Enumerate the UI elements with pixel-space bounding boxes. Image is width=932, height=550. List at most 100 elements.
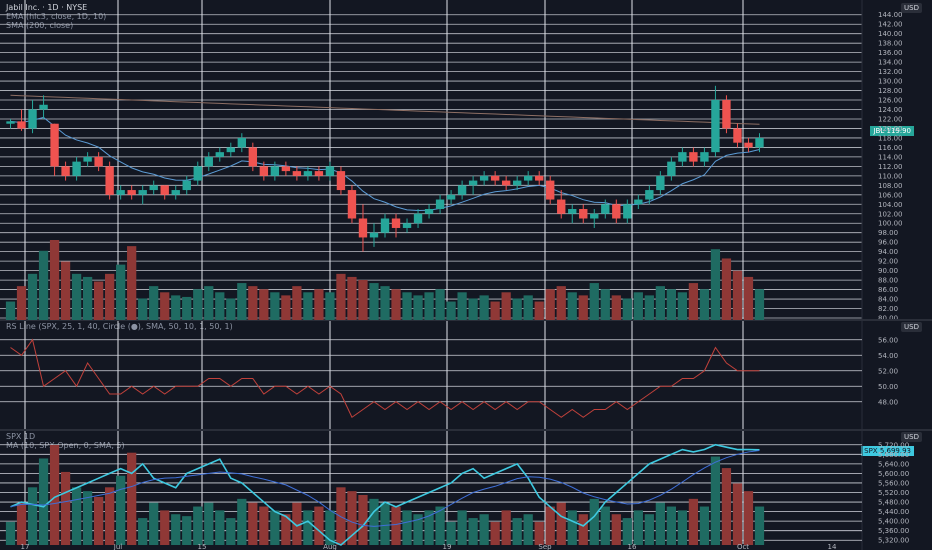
candle-body <box>171 190 180 195</box>
spx-volume-bar <box>182 516 192 545</box>
spx-tick-label: 5,400.00 <box>878 518 909 526</box>
currency-label-spx[interactable]: USD <box>901 432 922 442</box>
price-tick-label: 138.00 <box>878 40 903 48</box>
candle-body <box>347 190 357 219</box>
spx-volume-bar <box>226 518 236 545</box>
spx-volume-bar <box>501 510 511 545</box>
volume-bar <box>578 295 588 320</box>
volume-bar <box>60 261 71 320</box>
volume-bar <box>160 292 170 320</box>
currency-label-rs[interactable]: USD <box>901 322 922 332</box>
sma-200-line <box>10 94 760 125</box>
volume-bar <box>633 292 643 320</box>
candle-body <box>413 213 423 224</box>
candle-body <box>94 156 103 167</box>
volume-bar <box>259 289 269 320</box>
volume-bar <box>71 273 82 320</box>
price-tick-label: 132.00 <box>878 68 903 76</box>
candle-body <box>424 209 434 214</box>
price-tick-label: 100.00 <box>878 220 903 228</box>
spx-legend-title: SPX 1D <box>6 432 36 441</box>
spx-volume-bar <box>71 487 82 545</box>
spx-volume-bar <box>545 506 555 545</box>
price-tick-label: 94.00 <box>878 248 898 256</box>
spx-volume-bar <box>644 514 654 545</box>
currency-label-main[interactable]: USD <box>901 3 922 13</box>
spx-line <box>10 443 760 546</box>
spx-tick-label: 5,480.00 <box>878 499 909 507</box>
spx-volume-bar <box>281 514 291 545</box>
price-tick-label: 88.00 <box>878 277 898 285</box>
candle-body <box>623 204 632 219</box>
spx-volume-bar <box>424 510 434 545</box>
price-tick-label: 96.00 <box>878 239 898 247</box>
spx-volume-bar <box>336 487 346 545</box>
candle-body <box>215 152 224 157</box>
candle-body <box>446 194 456 200</box>
candle-body <box>733 128 742 143</box>
volume-bar <box>721 258 732 320</box>
volume-bar <box>534 301 544 320</box>
volume-bar <box>402 292 412 320</box>
spx-volume-bar <box>49 445 60 545</box>
candle-body <box>380 218 390 233</box>
candle-body <box>61 166 70 176</box>
candle-body <box>479 175 489 181</box>
spx-volume-bar <box>457 510 467 545</box>
spx-volume-bar <box>60 471 71 545</box>
candle-body <box>28 109 37 129</box>
volume-bar <box>5 301 16 320</box>
spx-volume-bar <box>534 521 544 545</box>
candle-body <box>755 137 764 148</box>
price-tick-label: 120.00 <box>878 125 903 133</box>
candle-body <box>270 166 280 176</box>
volume-bar <box>204 286 214 320</box>
rs-legend: RS Line (SPX, 25, 1, 40, Circle (●), SMA… <box>6 322 233 331</box>
candle-body <box>105 166 114 195</box>
candle-body <box>204 156 213 167</box>
price-tick-label: 130.00 <box>878 78 903 86</box>
volume-bar <box>347 276 357 320</box>
spx-volume-bar <box>149 502 159 545</box>
price-tick-label: 118.00 <box>878 134 903 142</box>
volume-bar <box>754 289 765 320</box>
volume-bar <box>49 240 60 320</box>
volume-bar <box>27 273 38 320</box>
volume-bar <box>138 298 148 320</box>
candle-body <box>292 171 302 176</box>
spx-volume-bar <box>446 521 456 545</box>
price-tick-label: 134.00 <box>878 59 903 67</box>
spx-volume-bar <box>622 518 632 545</box>
rs-tick-label: 48.00 <box>878 398 898 406</box>
spx-volume-bar <box>611 514 621 545</box>
candle-body <box>579 209 588 219</box>
candle-body <box>722 100 731 129</box>
volume-bar <box>248 286 258 320</box>
price-tick-label: 124.00 <box>878 106 903 114</box>
price-tick-label: 80.00 <box>878 315 898 323</box>
time-tick-label: 15 <box>198 543 207 550</box>
candle-body <box>468 180 478 186</box>
price-tick-label: 86.00 <box>878 286 898 294</box>
spx-volume-bar <box>754 506 765 545</box>
price-tick-label: 108.00 <box>878 182 903 190</box>
volume-bar <box>457 292 467 320</box>
candle-body <box>336 171 346 191</box>
volume-bar <box>93 281 104 320</box>
volume-bar <box>622 298 632 320</box>
candle-body <box>160 185 169 195</box>
candle-body <box>744 142 753 148</box>
candle-body <box>590 213 599 219</box>
volume-bar <box>171 295 181 320</box>
spx-tick-label: 5,360.00 <box>878 527 909 535</box>
candle-body <box>612 204 621 219</box>
candle-body <box>303 171 313 176</box>
spx-legend: SPX 1D MA (10, SPX Open, 0, SMA, 5) <box>6 432 125 450</box>
spx-volume-bar <box>93 496 104 545</box>
candle-body <box>402 223 412 228</box>
volume-bar <box>567 292 577 320</box>
time-tick-label: Oct <box>737 543 749 550</box>
spx-volume-bar <box>512 518 522 545</box>
volume-bar <box>732 270 743 320</box>
